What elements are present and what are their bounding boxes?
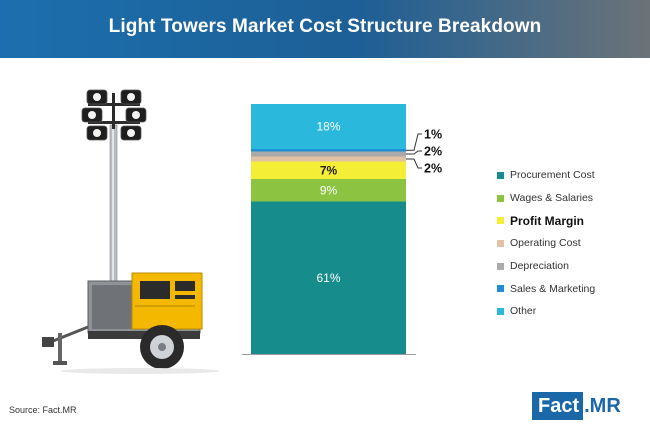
source-note: Source: Fact.MR bbox=[9, 405, 77, 415]
legend-label: Procurement Cost bbox=[510, 169, 595, 182]
data-label-wages-and-salaries: 9% bbox=[320, 183, 338, 197]
data-label-profit-margin: 7% bbox=[320, 163, 338, 177]
legend-swatch bbox=[497, 239, 504, 247]
bar-segment-sales-and-marketing bbox=[251, 149, 406, 152]
logo-fact: Fact bbox=[532, 392, 584, 420]
chart-title: Light Towers Market Cost Structure Break… bbox=[108, 16, 542, 37]
legend-item-depreciation: Depreciation bbox=[497, 255, 595, 278]
bar-segment-wages-and-salaries bbox=[251, 179, 406, 202]
legend-item-operating-cost: Operating Cost bbox=[497, 232, 595, 255]
title-banner: Light Towers Market Cost Structure Break… bbox=[0, 0, 650, 58]
data-label-other: 18% bbox=[316, 120, 340, 134]
legend-swatch bbox=[497, 262, 504, 270]
light-tower-illustration bbox=[42, 89, 220, 374]
legend-label: Sales & Marketing bbox=[510, 282, 596, 295]
legend-swatch bbox=[497, 285, 504, 293]
legend-item-wages-and-salaries: Wages & Salaries bbox=[497, 187, 595, 210]
legend-item-profit-margin: Profit Margin bbox=[497, 209, 595, 232]
logo-mr: .MR bbox=[584, 394, 621, 417]
legend-swatch bbox=[497, 171, 504, 179]
leader-line-sales-and-marketing bbox=[406, 133, 422, 151]
bar-segment-operating-cost bbox=[251, 156, 406, 162]
leader-line-depreciation bbox=[406, 150, 422, 155]
data-label-sales-and-marketing: 1% bbox=[424, 128, 442, 142]
legend-item-other: Other bbox=[497, 300, 595, 323]
legend-label: Operating Cost bbox=[510, 237, 581, 250]
legend-swatch bbox=[497, 307, 504, 315]
data-label-operating-cost: 2% bbox=[424, 162, 442, 176]
legend-item-procurement-cost: Procurement Cost bbox=[497, 164, 595, 187]
bar-segment-other bbox=[251, 104, 406, 149]
legend-label: Other bbox=[510, 305, 537, 318]
legend-item-sales-and-marketing: Sales & Marketing bbox=[497, 277, 595, 300]
legend-swatch bbox=[497, 194, 504, 202]
factmr-logo: Fact .MR bbox=[532, 392, 621, 420]
legend-label: Profit Margin bbox=[510, 213, 584, 228]
data-label-procurement-cost: 61% bbox=[316, 271, 340, 285]
bar-segment-procurement-cost bbox=[251, 201, 406, 354]
legend-swatch bbox=[497, 217, 504, 225]
legend-label: Depreciation bbox=[510, 260, 569, 273]
bar-segment-depreciation bbox=[251, 151, 406, 157]
bar-segment-profit-margin bbox=[251, 161, 406, 179]
data-label-depreciation: 2% bbox=[424, 145, 442, 159]
legend-label: Wages & Salaries bbox=[510, 192, 594, 205]
legend: Procurement Cost Wages & Salaries Profit M… bbox=[497, 164, 595, 323]
leader-line-operating-cost bbox=[406, 158, 422, 169]
